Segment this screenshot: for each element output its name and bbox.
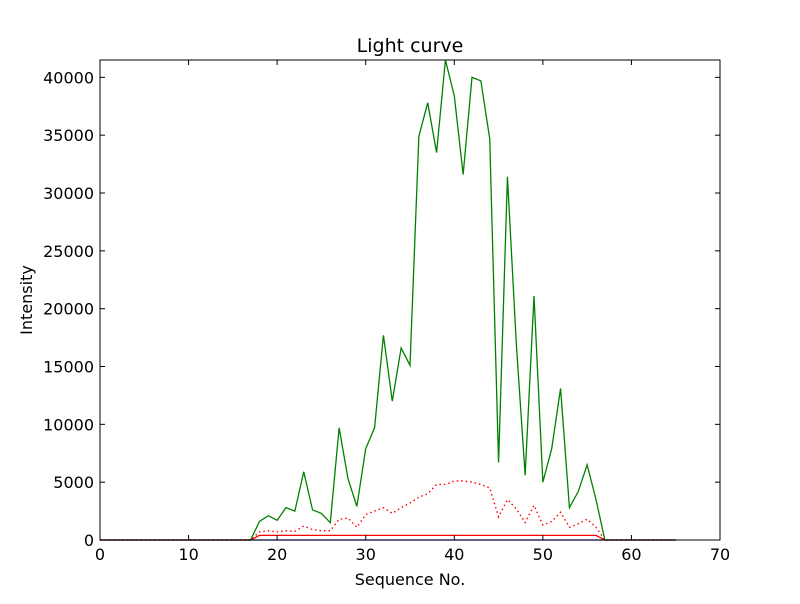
x-tick-label: 20 — [267, 545, 287, 564]
y-axis-label: Intensity — [17, 265, 36, 335]
y-axis: 0 5000 10000 15000 20000 25000 30000 35000 40000 — [43, 68, 720, 550]
series-line-0 — [100, 59, 676, 541]
x-tick-label: 0 — [95, 545, 105, 564]
y-tick-label: 25000 — [43, 242, 94, 261]
x-tick-label: 60 — [621, 545, 641, 564]
y-tick-label: 40000 — [43, 68, 94, 87]
x-axis: 0 10 20 30 40 50 60 70 — [95, 60, 730, 564]
x-tick-label: 10 — [178, 545, 198, 564]
y-tick-label: 10000 — [43, 415, 94, 434]
x-tick-label: 50 — [533, 545, 553, 564]
series-line-1 — [100, 480, 676, 541]
y-tick-label: 0 — [84, 531, 94, 550]
plot-frame — [99, 59, 721, 541]
x-axis-label: Sequence No. — [355, 570, 466, 589]
y-tick-label: 30000 — [43, 184, 94, 203]
y-tick-label: 5000 — [53, 473, 94, 492]
plot-area — [100, 59, 676, 541]
x-tick-label: 40 — [444, 545, 464, 564]
x-tick-label: 30 — [356, 545, 376, 564]
x-tick-label: 70 — [710, 545, 730, 564]
y-tick-label: 15000 — [43, 358, 94, 377]
y-tick-label: 20000 — [43, 300, 94, 319]
y-tick-label: 35000 — [43, 126, 94, 145]
chart-title: Light curve — [357, 35, 464, 57]
